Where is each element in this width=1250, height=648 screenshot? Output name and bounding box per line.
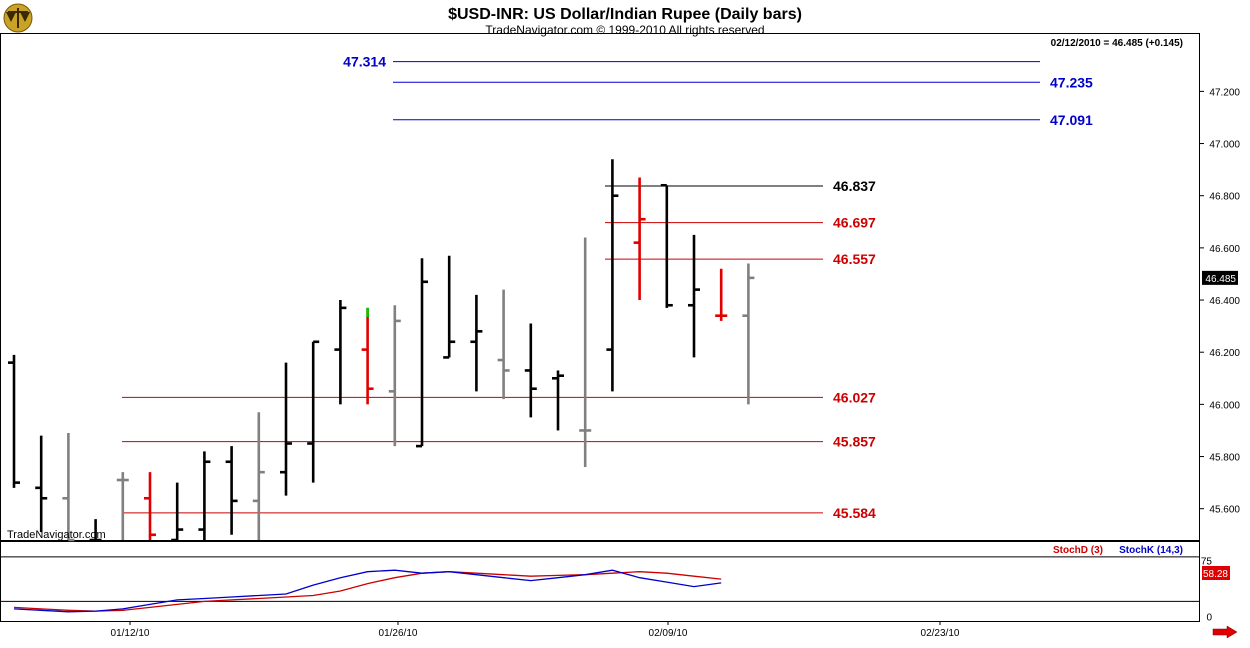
- ohlc-bar: [307, 340, 320, 483]
- y-tick-label: 47.000: [1209, 140, 1240, 151]
- x-tick-label: 01/26/10: [379, 628, 418, 639]
- stoch-y-tick-label: 0: [1206, 612, 1212, 623]
- ohlc-bar: [198, 451, 211, 540]
- stoch-last-value-box: [1202, 565, 1230, 580]
- price-panel-frame: [0, 33, 1200, 541]
- ohlc-bar: [633, 177, 646, 301]
- ohlc-bar: [742, 263, 755, 405]
- chart-subtitle: TradeNavigator.com © 1999-2010 All right…: [485, 23, 764, 37]
- y-tick-label: 45.800: [1209, 453, 1240, 464]
- ohlc-bar: [660, 183, 673, 308]
- level-label: 46.697: [833, 215, 876, 231]
- ohlc-bar: [579, 237, 592, 467]
- ohlc-bar: [334, 300, 347, 405]
- ohlc-bar: [280, 362, 292, 496]
- ohlc-bar: [144, 472, 156, 540]
- level-label: 45.857: [833, 434, 876, 450]
- stoch-y-tick-label: 75: [1201, 557, 1213, 568]
- level-label: 47.091: [1050, 112, 1093, 128]
- ohlc-bar: [252, 412, 265, 540]
- level-label: 47.314: [343, 54, 386, 70]
- y-tick-label: 46.200: [1209, 348, 1240, 359]
- ohlc-bar: [171, 482, 184, 542]
- ohlc-bar: [225, 446, 238, 535]
- last-price-label: 46.485: [1205, 274, 1236, 285]
- y-tick-label: 46.000: [1209, 400, 1240, 411]
- level-label: 46.837: [833, 178, 876, 194]
- ohlc-bar: [89, 519, 102, 542]
- ohlc-bar: [470, 294, 483, 392]
- y-tick-label: 47.200: [1209, 87, 1240, 98]
- ohlc-bar: [606, 159, 619, 392]
- y-tick-label: 45.600: [1209, 505, 1240, 516]
- ohlc-bar: [715, 268, 728, 321]
- ohlc-bar: [116, 472, 129, 540]
- level-label: 47.235: [1050, 74, 1093, 90]
- scroll-right-arrow-icon[interactable]: [1212, 625, 1238, 639]
- level-label: 46.027: [833, 389, 876, 405]
- ohlc-bar: [8, 354, 20, 488]
- last-price-box: [1202, 270, 1238, 285]
- ohlc-bar: [62, 433, 75, 542]
- x-tick-label: 02/23/10: [921, 628, 960, 639]
- y-tick-label: 46.400: [1209, 296, 1240, 307]
- stochk-legend: StochK (14,3): [1119, 545, 1183, 556]
- stoch-last-value-label: 58.28: [1203, 569, 1228, 580]
- y-tick-label: 46.800: [1209, 192, 1240, 203]
- stoch-series-line: [13, 571, 722, 612]
- trade-navigator-logo-icon[interactable]: [3, 3, 33, 33]
- ohlc-bar: [497, 289, 510, 400]
- x-tick-label: 01/12/10: [111, 628, 150, 639]
- level-label: 46.557: [833, 251, 876, 267]
- ohlc-bar: [416, 258, 428, 448]
- stochd-legend: StochD (3): [1053, 545, 1103, 556]
- ohlc-bar: [361, 307, 374, 405]
- last-quote-label: 02/12/2010 = 46.485 (+0.145): [1051, 38, 1183, 49]
- y-tick-label: 46.600: [1209, 244, 1240, 255]
- ohlc-bar: [688, 234, 700, 358]
- ohlc-bar: [443, 255, 456, 359]
- x-tick-label: 02/09/10: [649, 628, 688, 639]
- ohlc-bar: [524, 323, 537, 418]
- stoch-series-line: [13, 569, 722, 613]
- chart-title: $USD-INR: US Dollar/Indian Rupee (Daily …: [448, 6, 802, 23]
- watermark: TradeNavigator.com: [7, 529, 106, 541]
- ohlc-bar: [552, 370, 564, 431]
- level-label: 45.584: [833, 505, 876, 521]
- ohlc-bar: [35, 435, 48, 533]
- ohlc-bar: [388, 305, 401, 447]
